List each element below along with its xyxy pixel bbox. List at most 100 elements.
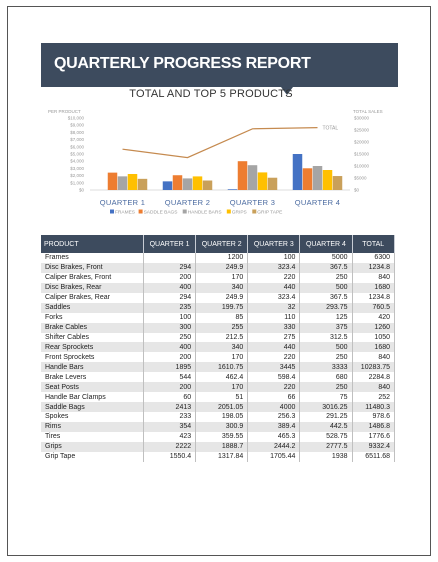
table-row: Caliper Brakes, Rear 294 249.9 323.4 367.5 12… (41, 292, 395, 303)
value-cell: 1938 (299, 451, 353, 462)
y2-tick-label: $20000 (354, 140, 370, 145)
value-cell: 255 (195, 322, 249, 333)
value-cell: 252 (352, 392, 395, 403)
column-header: QUARTER 3 (247, 235, 301, 253)
y2-tick-label: $30000 (354, 116, 370, 121)
table-row: Forks 100 85 110 125 420 (41, 312, 395, 323)
table-row: Grips 2222 1888.7 2444.2 2777.5 9332.4 (41, 441, 395, 452)
value-cell: 1234.8 (352, 262, 395, 273)
value-cell: 1888.7 (195, 441, 249, 452)
value-cell: 66 (247, 392, 301, 403)
value-cell: 598.4 (247, 372, 301, 383)
legend-label: FRAMES (115, 209, 135, 215)
bar (267, 177, 278, 190)
value-cell: 200 (143, 352, 197, 363)
category-label: QUARTER 2 (165, 198, 211, 207)
value-cell: 199.75 (195, 302, 249, 313)
bar (302, 168, 313, 190)
product-name-cell: Rims (41, 421, 144, 432)
category-label: QUARTER 3 (230, 198, 276, 207)
y-tick-label: $4,000 (70, 159, 84, 164)
value-cell: 340 (195, 342, 249, 353)
value-cell: 294 (143, 262, 197, 273)
value-cell: 1050 (352, 332, 395, 343)
product-name-cell: Caliper Brakes, Rear (41, 292, 144, 303)
y-tick-label: $7,000 (70, 137, 84, 142)
value-cell: 528.75 (299, 431, 353, 442)
value-cell: 249.9 (195, 292, 249, 303)
value-cell: 367.5 (299, 262, 353, 273)
value-cell: 5000 (299, 253, 353, 263)
value-cell: 294 (143, 292, 197, 303)
value-cell: 400 (143, 342, 197, 353)
value-cell: 840 (352, 272, 395, 283)
column-header: QUARTER 2 (195, 235, 249, 253)
value-cell: 1680 (352, 342, 395, 353)
value-cell: 250 (299, 352, 353, 363)
value-cell: 978.6 (352, 412, 395, 422)
value-cell: 2413 (143, 402, 197, 412)
value-cell: 6300 (352, 253, 395, 263)
value-cell: 100 (143, 312, 197, 323)
table-row: Rear Sprockets 400 340 440 500 1680 (41, 342, 395, 353)
value-cell: 2222 (143, 441, 197, 452)
value-cell: 1680 (352, 282, 395, 293)
column-header: TOTAL (352, 235, 395, 253)
bar (182, 178, 193, 190)
table-row: Spokes 233 198.05 256.3 291.25 978.6 (41, 412, 395, 422)
bar (257, 172, 268, 190)
value-cell: 389.4 (247, 421, 301, 432)
total-line-label: TOTAL (323, 126, 339, 132)
product-name-cell: Disc Brakes, Front (41, 262, 144, 273)
value-cell: 400 (143, 282, 197, 293)
y-tick-label: $9,000 (70, 123, 84, 128)
value-cell: 500 (299, 282, 353, 293)
value-cell: 125 (299, 312, 353, 323)
legend-swatch (138, 209, 143, 214)
value-cell: 250 (143, 332, 197, 343)
y-tick-label: $3,000 (70, 166, 84, 171)
value-cell: 1200 (195, 253, 249, 263)
value-cell: 323.4 (247, 292, 301, 303)
product-name-cell: Brake Cables (41, 322, 144, 333)
legend-swatch (252, 209, 257, 214)
legend-swatch (182, 209, 187, 214)
table-row: Saddle Bags 2413 2051.05 4000 3016.25 11480.3 (41, 402, 395, 412)
table-row: Grip Tape 1550.4 1317.84 1705.44 1938 6511.68 (41, 451, 395, 462)
bar (137, 178, 148, 190)
value-cell: 233 (143, 412, 197, 422)
value-cell: 1317.84 (195, 451, 249, 462)
bar (172, 175, 183, 190)
table-row: Tires 423 359.55 465.3 528.75 1776.6 (41, 431, 395, 442)
y2-axis-title: TOTAL SALES (353, 109, 383, 114)
value-cell: 500 (299, 342, 353, 353)
value-cell: 300 (143, 322, 197, 333)
bar (312, 166, 323, 190)
table-header-row: PRODUCT QUARTER 1 QUARTER 2 QUARTER 3 QUARTE… (41, 235, 395, 253)
bar (117, 176, 128, 190)
legend-label: GRIP TAPE (257, 209, 282, 215)
product-name-cell: Rear Sprockets (41, 342, 144, 353)
product-name-cell: Handle Bars (41, 362, 144, 373)
bar (292, 154, 303, 190)
product-name-cell: Handle Bar Clamps (41, 392, 144, 403)
legend-swatch (110, 209, 114, 214)
y2-tick-label: $10000 (354, 164, 370, 169)
bar (247, 165, 258, 190)
table-row: Handle Bar Clamps 60 51 66 75 252 (41, 392, 395, 403)
table-row: Brake Cables 300 255 330 375 1260 (41, 322, 395, 333)
value-cell: 75 (299, 392, 353, 403)
legend-swatch (226, 209, 231, 214)
value-cell: 250 (299, 272, 353, 283)
value-cell: 3016.25 (299, 402, 353, 412)
product-name-cell: Disc Brakes, Rear (41, 282, 144, 293)
product-name-cell: Saddle Bags (41, 402, 144, 412)
banner-pointer (281, 87, 293, 95)
value-cell: 293.75 (299, 302, 353, 313)
product-name-cell: Frames (41, 253, 144, 263)
bar (322, 170, 333, 190)
legend-label: SADDLE BAGS (144, 209, 178, 215)
value-cell: 1260 (352, 322, 395, 333)
legend-label: HANDLE BARS (188, 209, 222, 215)
bar (227, 189, 238, 190)
